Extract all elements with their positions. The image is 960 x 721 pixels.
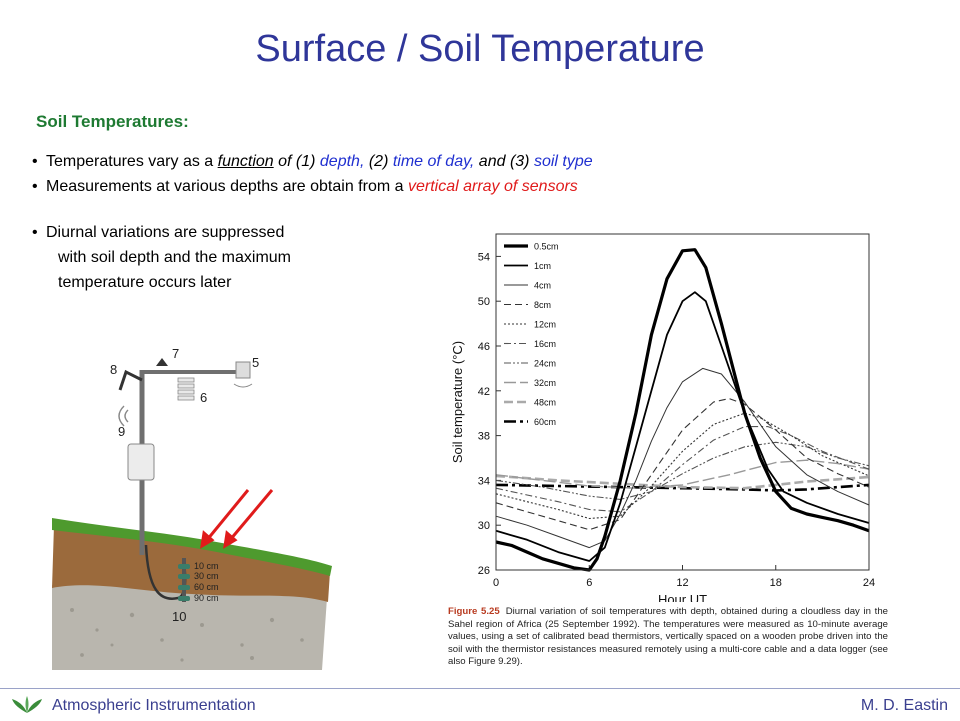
y-tick-label: 38	[478, 431, 490, 443]
figure-caption-label: Figure 5.25	[448, 606, 500, 617]
depth-label-10: 10 cm	[194, 561, 219, 571]
arrow-line-1	[205, 489, 250, 541]
y-tick-label: 34	[478, 475, 490, 487]
legend-label-4cm: 4cm	[534, 281, 551, 291]
bullet-highlight-depth: depth,	[319, 153, 365, 170]
bullet-measurements: • Measurements at various depths are obta…	[32, 175, 578, 199]
x-tick-label: 0	[493, 577, 499, 589]
chart-ticks: 0 6 12 18 24 26 30 34 38 42 46 50 54	[478, 251, 875, 589]
legend-label-8cm: 8cm	[534, 300, 551, 310]
red-arrows	[200, 489, 274, 549]
bullet-dot: •	[32, 153, 38, 170]
bullet-dot: •	[32, 224, 38, 241]
arrow-head-1	[200, 530, 215, 549]
depth-label-30: 30 cm	[194, 571, 219, 581]
chart-svg: 0 6 12 18 24 26 30 34 38 42 46 50 54 0.5cm 1cm 4cm 8cm 1…	[450, 233, 875, 602]
legend-label-48cm: 48cm	[534, 398, 556, 408]
series-line-4cm	[495, 367, 870, 549]
footer-course-title: Atmospheric Instrumentation	[52, 697, 256, 714]
bullet-highlight-time: time of day,	[392, 153, 475, 170]
y-tick-label: 30	[478, 520, 490, 532]
x-axis-label: Hour UT	[658, 592, 707, 602]
y-tick-label: 50	[478, 296, 490, 308]
series-line-1cm	[495, 291, 870, 562]
bullet-text: with soil depth and the maximum	[58, 249, 291, 266]
bullet-text: temperature occurs later	[58, 274, 232, 291]
legend-label-12cm: 12cm	[534, 320, 556, 330]
label-7: 7	[172, 346, 179, 361]
series-line-0.5cm	[495, 248, 870, 572]
pyranometer-icon	[156, 358, 168, 366]
bullet-text: Measurements at various depths are obtai…	[46, 178, 408, 195]
legend-label-32cm: 32cm	[534, 378, 556, 388]
slide-title: Surface / Soil Temperature	[255, 28, 705, 70]
bullet-text: Temperatures vary as a	[46, 153, 218, 170]
plot-border	[495, 233, 870, 571]
bullet-text: Diurnal variations are suppressed	[46, 224, 285, 241]
legend-label-24cm: 24cm	[534, 359, 556, 369]
y-tick-label: 46	[478, 341, 490, 353]
bullet-text: and (3)	[474, 153, 534, 170]
legend-label-0.5cm: 0.5cm	[534, 242, 559, 252]
series-line-48cm	[495, 474, 870, 490]
bullet-highlight-sensors: vertical array of sensors	[407, 178, 578, 195]
bullet-text: (2)	[364, 153, 393, 170]
x-tick-label: 24	[863, 577, 875, 589]
arrow-head-2	[223, 530, 238, 549]
sensor-wave-icon	[233, 383, 253, 388]
gravel-layer	[52, 582, 327, 670]
y-tick-label: 54	[478, 251, 490, 263]
y-axis-label: Soil temperature (°C)	[450, 341, 465, 463]
legend-label-16cm: 16cm	[534, 339, 556, 349]
series-line-16cm	[495, 426, 870, 513]
x-tick-label: 6	[586, 577, 592, 589]
wind-vane-arm-icon	[118, 369, 143, 391]
label-6: 6	[200, 390, 207, 405]
x-tick-label: 12	[676, 577, 688, 589]
chart-legend: 0.5cm 1cm 4cm 8cm 12cm 16cm 24cm 32cm 48cm 60cm	[504, 242, 559, 427]
y-tick-label: 26	[478, 565, 490, 577]
data-logger-box	[127, 443, 155, 481]
arrow-line-2	[228, 489, 274, 541]
legend-label-1cm: 1cm	[534, 261, 551, 271]
legend-label-60cm: 60cm	[534, 417, 556, 427]
bullet-diurnal: • Diurnal variations are suppressed with …	[32, 220, 377, 295]
bullet-function: • Temperatures vary as a function of (1) …	[32, 150, 593, 174]
bullet-text-underlined: function	[217, 153, 274, 170]
x-tick-label: 18	[770, 577, 782, 589]
radiation-shield-icon	[177, 377, 195, 401]
footer-author: M. D. Eastin	[860, 697, 948, 714]
series-line-12cm	[495, 412, 870, 520]
grass-layer	[52, 518, 332, 576]
bullet-highlight-soil: soil type	[533, 153, 593, 170]
figure-caption: Figure 5.25 Diurnal variation of soil tem…	[448, 606, 888, 669]
series-line-8cm	[495, 398, 870, 531]
gravel-texture	[70, 608, 304, 662]
depth-sensors	[178, 564, 190, 601]
soil-layer	[52, 525, 330, 602]
series-line-32cm	[495, 459, 870, 489]
depth-label-60: 60 cm	[194, 582, 219, 592]
bullet-dot: •	[32, 178, 38, 195]
figure-caption-text: Diurnal variation of soil temperatures w…	[448, 606, 889, 667]
label-5: 5	[252, 355, 259, 370]
leaf-logo-icon	[12, 696, 42, 713]
soil-temperature-chart: 0 6 12 18 24 26 30 34 38 42 46 50 54 0.5cm 1cm 4cm 8cm 1…	[422, 222, 894, 678]
y-tick-label: 42	[478, 386, 490, 398]
label-9: 9	[118, 424, 125, 439]
weather-station-illustration: 10 cm 30 cm 60 cm 90 cm 5 6 7 8 9 10	[52, 346, 332, 670]
slide-footer: Atmospheric Instrumentation M. D. Eastin	[0, 688, 960, 721]
antenna-wave-icon	[118, 405, 129, 427]
sensor-box-icon	[235, 361, 251, 379]
bullet-text: of (1)	[273, 153, 320, 170]
section-heading: Soil Temperatures:	[36, 112, 189, 131]
chart-series	[495, 248, 870, 572]
label-10: 10	[172, 609, 186, 624]
depth-label-90: 90 cm	[194, 593, 219, 603]
label-8: 8	[110, 362, 117, 377]
